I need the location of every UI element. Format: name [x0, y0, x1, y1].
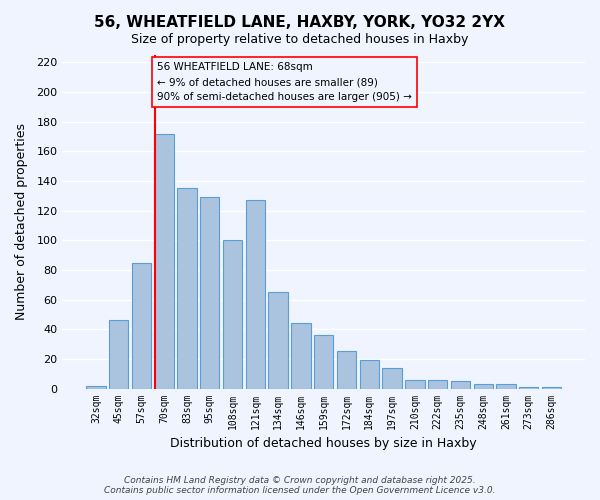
Bar — [382, 368, 402, 388]
Bar — [178, 188, 197, 388]
Bar — [542, 387, 561, 388]
Bar — [200, 198, 220, 388]
Bar — [314, 335, 334, 388]
Bar — [496, 384, 515, 388]
Bar — [519, 387, 538, 388]
Text: Size of property relative to detached houses in Haxby: Size of property relative to detached ho… — [131, 32, 469, 46]
Text: 56, WHEATFIELD LANE, HAXBY, YORK, YO32 2YX: 56, WHEATFIELD LANE, HAXBY, YORK, YO32 2… — [95, 15, 505, 30]
Bar — [223, 240, 242, 388]
Bar — [291, 324, 311, 388]
Bar — [245, 200, 265, 388]
Bar — [109, 320, 128, 388]
Bar — [405, 380, 425, 388]
Bar — [451, 381, 470, 388]
Bar — [155, 134, 174, 388]
Bar — [132, 262, 151, 388]
X-axis label: Distribution of detached houses by size in Haxby: Distribution of detached houses by size … — [170, 437, 477, 450]
Bar — [473, 384, 493, 388]
Text: Contains HM Land Registry data © Crown copyright and database right 2025.
Contai: Contains HM Land Registry data © Crown c… — [104, 476, 496, 495]
Bar — [428, 380, 448, 388]
Text: 56 WHEATFIELD LANE: 68sqm
← 9% of detached houses are smaller (89)
90% of semi-d: 56 WHEATFIELD LANE: 68sqm ← 9% of detach… — [157, 62, 412, 102]
Bar — [268, 292, 288, 388]
Y-axis label: Number of detached properties: Number of detached properties — [15, 124, 28, 320]
Bar — [337, 352, 356, 389]
Bar — [86, 386, 106, 388]
Bar — [359, 360, 379, 388]
